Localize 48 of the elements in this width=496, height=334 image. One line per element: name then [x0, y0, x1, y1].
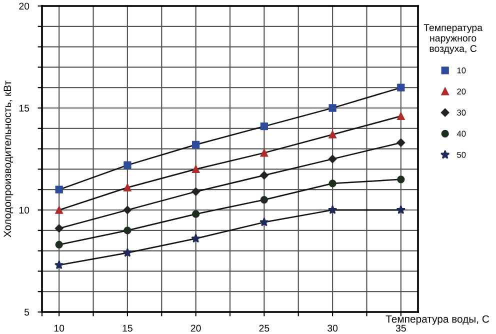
point [55, 240, 63, 248]
point [192, 210, 200, 218]
point [328, 205, 338, 214]
y-tick-label: 5 [24, 308, 30, 316]
point [260, 149, 268, 157]
point [328, 180, 336, 188]
point [123, 206, 132, 214]
x-tick-label: 30 [328, 324, 338, 332]
point [260, 217, 269, 226]
x-tick-label: 20 [190, 324, 201, 332]
point [192, 140, 200, 149]
y-tick-label: 20 [19, 2, 30, 10]
y-tick-label: 10 [19, 206, 30, 214]
point [260, 171, 268, 180]
point [328, 104, 336, 112]
point [124, 161, 132, 169]
legend-label: 20 [457, 88, 466, 94]
y-axis-title: Холодопроизводительность, кВт [4, 80, 14, 238]
point [191, 234, 200, 243]
point [54, 224, 64, 232]
point [192, 165, 200, 174]
point [54, 260, 64, 270]
point [55, 206, 63, 214]
legend-label: 40 [456, 130, 466, 137]
point [328, 130, 336, 138]
point [124, 184, 132, 192]
point [397, 176, 405, 184]
legend-label: 10 [457, 67, 466, 74]
point [124, 226, 132, 234]
y-tick-label: 15 [19, 104, 30, 112]
point [260, 122, 268, 130]
x-tick-label: 25 [259, 324, 270, 332]
legend-label: 50 [457, 152, 466, 158]
legend-title: Температура наружного воздуха, С [424, 24, 482, 54]
point [192, 188, 200, 196]
point [55, 186, 63, 194]
point [397, 112, 405, 120]
point [397, 84, 405, 92]
point [328, 154, 337, 164]
point [396, 205, 406, 214]
point [396, 138, 406, 147]
point [122, 248, 132, 257]
x-axis-title: Температура воды, С [386, 315, 490, 325]
x-tick-label: 15 [122, 324, 132, 332]
x-tick-label: 35 [396, 324, 406, 332]
point [260, 196, 268, 204]
x-tick-label: 10 [54, 324, 64, 332]
legend-label: 30 [457, 110, 466, 116]
